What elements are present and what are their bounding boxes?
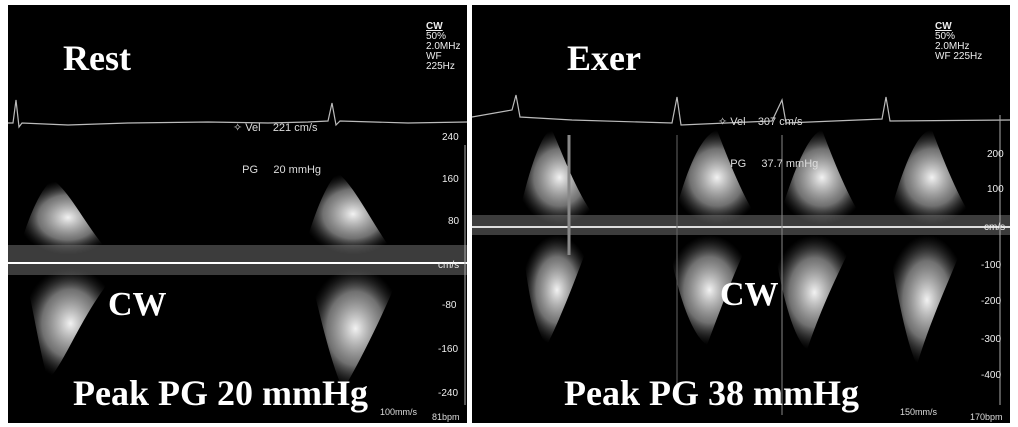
- exer-measurement: ✧ Vel 307 cm/s PG 37.7 mmHg: [718, 116, 819, 170]
- rest-mode-freq: 2.0MHz: [426, 41, 461, 52]
- rest-tick-cms: cm/s: [438, 260, 460, 271]
- rest-tick-240: 240: [442, 132, 459, 143]
- exer-doppler-spectrum: [472, 94, 1010, 415]
- exer-tick-neg200: -200: [981, 296, 1002, 307]
- exer-doppler-panel: Exer CW 50% 2.0MHz WF 225Hz ✧ Vel 307 cm…: [472, 5, 1010, 423]
- exer-tick-neg300: -300: [981, 334, 1002, 345]
- exer-tick-200: 200: [987, 149, 1004, 160]
- rest-ecg-trace: [8, 99, 467, 129]
- rest-tick-160: 160: [442, 174, 459, 185]
- exer-heart-rate: 170bpm: [970, 412, 1003, 422]
- exer-tick-neg400: -400: [981, 370, 1002, 381]
- rest-peak-label: Peak PG 20 mmHg: [73, 373, 368, 413]
- exer-mode-wf: WF 225Hz: [935, 51, 983, 62]
- rest-measurement: ✧ Vel 221 cm/s PG 20 mmHg: [233, 122, 322, 176]
- rest-tick-neg80: -80: [442, 300, 457, 311]
- rest-tick-neg240: -240: [438, 388, 459, 399]
- rest-doppler-spectrum: [8, 99, 467, 405]
- exer-vel-value: 307 cm/s: [757, 116, 803, 128]
- rest-title: Rest: [63, 38, 131, 78]
- exer-tick-cms: cm/s: [984, 222, 1006, 233]
- exer-sweep-speed: 150mm/s: [900, 407, 938, 417]
- rest-reverse-flow: [23, 267, 118, 380]
- exer-mode-box: CW 50% 2.0MHz WF 225Hz: [935, 22, 982, 62]
- exer-mode-name: CW: [935, 21, 952, 32]
- exer-vel-label: Vel: [730, 116, 746, 128]
- exer-ecg-trace: [472, 94, 1010, 126]
- exer-reverse-flow: [522, 235, 592, 345]
- rest-reverse-flow-2: [308, 267, 403, 390]
- rest-mode-power: 50%: [426, 31, 447, 42]
- rest-mode-name: CW: [426, 21, 443, 32]
- exer-cw-label: CW: [720, 276, 779, 313]
- rest-cw-label: CW: [108, 286, 167, 323]
- rest-forward-flow-2: [303, 173, 403, 255]
- rest-tick-neg160: -160: [438, 344, 459, 355]
- rest-sweep-speed: 100mm/s: [380, 407, 418, 417]
- exer-mode-power: 50%: [935, 31, 956, 42]
- rest-mode-box: CW 50% 2.0MHz WF 225Hz: [426, 22, 467, 72]
- exer-tick-neg100: -100: [981, 260, 1002, 271]
- rest-vel-value: 221 cm/s: [272, 122, 318, 134]
- exer-peak-label: Peak PG 38 mmHg: [564, 373, 859, 413]
- rest-pg-value: 20 mmHg: [273, 164, 322, 176]
- rest-tick-80: 80: [448, 216, 460, 227]
- rest-mode-wf: WF 225Hz: [426, 51, 455, 72]
- exer-pg-label: PG: [730, 158, 747, 170]
- exer-pg-value: 37.7 mmHg: [761, 158, 819, 170]
- exer-title: Exer: [567, 38, 641, 78]
- exer-tick-100: 100: [987, 184, 1004, 195]
- exer-mode-freq: 2.0MHz: [935, 41, 970, 52]
- rest-forward-flow: [18, 180, 118, 255]
- rest-pg-label: PG: [242, 164, 259, 176]
- rest-doppler-panel: Rest CW 50% 2.0MHz WF 225Hz ✧ Vel 221 cm…: [8, 5, 467, 423]
- rest-heart-rate: 81bpm: [432, 412, 460, 422]
- rest-vel-label: Vel: [245, 122, 261, 134]
